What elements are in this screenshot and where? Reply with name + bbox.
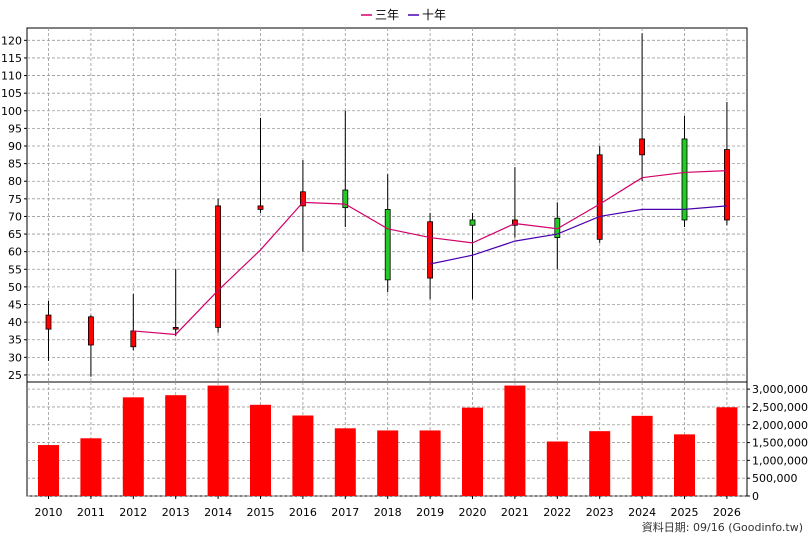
volume-panel: 0 500,000 1,000,000 1,500,000 2,000,000 2,500… <box>26 381 808 503</box>
volume-tick-label: 0 <box>752 490 759 503</box>
price-tick-label: 65 <box>8 228 22 241</box>
candle-body <box>384 209 391 281</box>
volume-bar <box>631 415 653 496</box>
price-tick-label: 105 <box>1 87 22 100</box>
volume-bar <box>462 407 483 496</box>
volume-tick-label: 500,000 <box>752 472 798 485</box>
volume-bar <box>716 407 738 496</box>
price-tick-label: 45 <box>8 299 22 312</box>
x-tick-label: 2025 <box>671 506 699 519</box>
price-plot-area <box>26 27 748 383</box>
data-date-footer: 資料日期: 09/16 (Goodinfo.tw) <box>642 520 803 534</box>
price-tick-label: 40 <box>8 316 22 329</box>
volume-bar <box>38 445 59 496</box>
candlesticks <box>45 33 730 377</box>
price-tick-label: 80 <box>8 175 22 188</box>
price-y-axis: 25 30 35 40 45 50 55 60 65 70 75 80 85 90 95 100 105 110 1… <box>1 34 27 382</box>
candle-body <box>681 138 688 221</box>
volume-tick-label: 1,000,000 <box>752 454 808 467</box>
candle-body <box>724 149 730 221</box>
legend: 三年 十年 <box>361 8 446 22</box>
price-tick-label: 100 <box>1 105 22 118</box>
volume-tick-label: 3,000,000 <box>752 383 808 396</box>
candle-body <box>88 316 94 346</box>
x-tick-label: 2021 <box>501 506 529 519</box>
volume-tick-label: 2,500,000 <box>752 401 808 414</box>
volume-bars <box>38 385 738 496</box>
volume-bar <box>80 438 102 496</box>
volume-bar <box>589 431 611 496</box>
x-axis: 2010 2011 2012 2013 2014 2015 2016 2017 2018 2019… <box>35 496 741 519</box>
series-line-three-year <box>133 170 727 336</box>
volume-bar <box>165 395 187 496</box>
price-tick-label: 85 <box>8 158 22 171</box>
price-tick-label: 25 <box>8 369 22 382</box>
price-tick-label: 90 <box>8 140 22 153</box>
x-tick-label: 2014 <box>204 506 232 519</box>
x-tick-label: 2012 <box>119 506 147 519</box>
candle-body <box>130 330 137 348</box>
legend-label-ten-year: 十年 <box>422 8 446 22</box>
x-tick-label: 2015 <box>247 506 275 519</box>
x-tick-label: 2016 <box>289 506 317 519</box>
price-panel: 25 30 35 40 45 50 55 60 65 70 75 80 85 90 95 100 105 110 1… <box>1 27 748 383</box>
x-tick-label: 2023 <box>586 506 614 519</box>
volume-bar <box>546 441 568 496</box>
candle-body <box>299 191 306 207</box>
candle-body <box>342 189 349 209</box>
x-tick-label: 2017 <box>331 506 359 519</box>
candle-body <box>45 314 52 330</box>
volume-bar <box>334 428 356 496</box>
volume-bar <box>377 430 399 496</box>
candle-body <box>469 219 476 226</box>
candle-body <box>257 205 264 210</box>
price-tick-label: 50 <box>8 281 22 294</box>
x-tick-label: 2010 <box>35 506 63 519</box>
x-tick-label: 2013 <box>162 506 190 519</box>
moving-average-lines <box>133 170 727 336</box>
volume-bar <box>419 430 441 496</box>
candle-body <box>596 154 603 240</box>
volume-bar <box>207 385 229 496</box>
candle-body <box>512 219 518 226</box>
price-tick-label: 70 <box>8 210 22 223</box>
price-tick-label: 115 <box>1 52 22 65</box>
price-tick-label: 35 <box>8 334 22 347</box>
legend-label-three-year: 三年 <box>375 8 399 22</box>
candle-body <box>215 205 222 328</box>
volume-bar <box>250 404 271 496</box>
volume-tick-label: 1,500,000 <box>752 437 808 450</box>
series-line-ten-year <box>429 205 727 265</box>
x-tick-label: 2026 <box>713 506 741 519</box>
volume-bar <box>292 415 314 496</box>
candle-body <box>639 138 645 156</box>
volume-bar <box>674 434 695 496</box>
price-tick-label: 55 <box>8 263 22 276</box>
price-tick-label: 75 <box>8 193 22 206</box>
price-tick-label: 95 <box>8 122 22 135</box>
candle-body <box>172 327 179 330</box>
candle-body <box>427 221 434 279</box>
x-tick-label: 2020 <box>459 506 487 519</box>
price-tick-label: 30 <box>8 351 22 364</box>
x-tick-label: 2018 <box>374 506 402 519</box>
x-tick-label: 2011 <box>77 506 105 519</box>
volume-bar <box>122 397 144 496</box>
volume-y-axis: 0 500,000 1,000,000 1,500,000 2,000,000 2,500… <box>747 383 808 503</box>
price-tick-label: 60 <box>8 246 22 259</box>
x-tick-label: 2019 <box>416 506 444 519</box>
price-tick-label: 120 <box>1 34 22 47</box>
volume-tick-label: 2,000,000 <box>752 419 808 432</box>
x-tick-label: 2022 <box>543 506 571 519</box>
price-tick-label: 110 <box>1 70 22 83</box>
volume-bar <box>504 385 526 496</box>
x-tick-label: 2024 <box>628 506 656 519</box>
